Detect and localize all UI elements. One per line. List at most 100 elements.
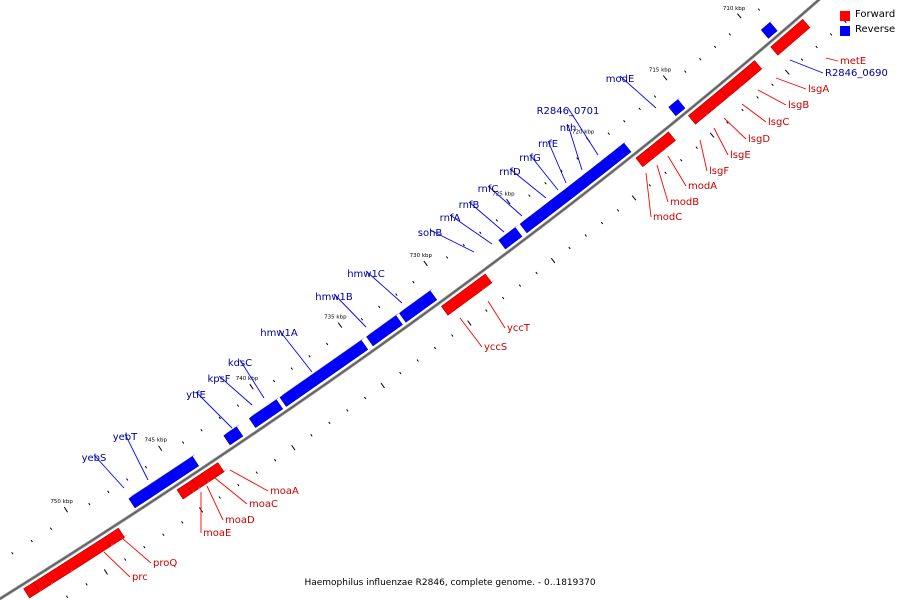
legend-forward-label: Forward	[855, 9, 896, 20]
gene-label-modA[interactable]: modA	[688, 181, 717, 192]
backbone-core	[0, 0, 820, 600]
tick-outer	[506, 198, 511, 205]
gene-label-yccS[interactable]: yccS	[484, 342, 507, 353]
leader-line-lsgD	[723, 117, 747, 140]
gene-label-rnfC[interactable]: rnfC	[478, 184, 499, 195]
tick-outer	[728, 33, 731, 36]
tick-outer	[126, 478, 129, 481]
gene-label-modB[interactable]: modB	[670, 197, 699, 208]
gene-label-lsgE[interactable]: lsgE	[730, 150, 751, 161]
gene-moaE[interactable]	[176, 483, 196, 500]
gene-modE[interactable]	[668, 96, 686, 117]
gene-label-lsgA[interactable]: lsgA	[808, 84, 829, 95]
gene-label-moaE[interactable]: moaE	[203, 528, 231, 539]
gene-label-moaC[interactable]: moaC	[249, 499, 278, 510]
gene-label-rnfE[interactable]: rnfE	[538, 139, 558, 150]
backbone-line	[0, 0, 821, 600]
tick-inner	[616, 209, 620, 212]
gene-label-lsgF[interactable]: lsgF	[709, 166, 729, 177]
gene-yccS[interactable]	[440, 281, 485, 316]
leader-line-rnfB	[468, 201, 505, 233]
tick-inner	[829, 33, 833, 36]
gene-label-R2846_0690[interactable]: R2846_0690	[825, 68, 888, 79]
gene-label-sohB[interactable]: sohB	[418, 228, 443, 239]
gene-body	[440, 281, 483, 316]
gene-hmw1A[interactable]	[279, 337, 369, 407]
tick-outer	[49, 527, 53, 530]
tick-inner	[741, 108, 744, 112]
gene-body	[760, 22, 778, 39]
gene-label-kdsC[interactable]: kdsC	[228, 358, 252, 369]
gene-yebS[interactable]	[128, 484, 153, 509]
tick-outer	[326, 342, 329, 346]
gene-label-yccT[interactable]: yccT	[507, 323, 531, 334]
gene-label-rnfA[interactable]: rnfA	[440, 213, 461, 224]
gene-label-modE[interactable]: modE	[606, 74, 635, 85]
gene-label-lsgD[interactable]: lsgD	[748, 134, 770, 145]
gene-kpsF[interactable]	[248, 403, 275, 428]
gene-label-kpsF[interactable]: kpsF	[207, 374, 230, 385]
leader-line-lsgB	[757, 89, 787, 106]
gene-label-moaA[interactable]: moaA	[270, 486, 299, 497]
gene-ytfE[interactable]	[223, 424, 244, 446]
tick-outer	[423, 260, 428, 267]
gene-label-rnfG[interactable]: rnfG	[519, 153, 541, 164]
gene-label-modC[interactable]: modC	[653, 212, 682, 223]
leader-line-moaC	[214, 477, 248, 505]
gene-label-yebT[interactable]: yebT	[113, 432, 138, 443]
tick-inner	[380, 382, 385, 389]
gene-body	[128, 487, 153, 509]
tick-outer	[662, 75, 668, 81]
tick-inner	[771, 83, 774, 87]
gene-label-hmw1C[interactable]: hmw1C	[347, 269, 385, 280]
gene-label-lsgB[interactable]: lsgB	[788, 100, 809, 111]
leader-line-lsgE	[713, 127, 729, 156]
gene-sohB[interactable]	[498, 224, 523, 250]
gene-label-R2846_0701[interactable]: R2846_0701	[537, 106, 600, 117]
tick-inner	[600, 221, 604, 225]
gene-body	[519, 216, 538, 234]
tick-outer	[158, 445, 163, 451]
tick-outer	[308, 355, 311, 358]
gene-hmw1C[interactable]	[399, 287, 438, 323]
tick-inner	[709, 132, 715, 138]
tick-inner	[181, 521, 184, 524]
gene-body	[248, 405, 275, 428]
gene-label-hmw1A[interactable]: hmw1A	[260, 328, 298, 339]
tick-inner	[399, 371, 402, 375]
gene-modC[interactable]	[635, 148, 657, 168]
tick-outer	[638, 107, 641, 111]
gene-lsgF[interactable]	[688, 106, 710, 125]
tick-inner	[218, 496, 221, 499]
gene-label-ytfE[interactable]: ytfE	[186, 390, 206, 401]
gene-label-prc[interactable]: prc	[132, 572, 148, 583]
gene-label-rnfB[interactable]: rnfB	[459, 200, 480, 211]
tick-label: 745 kbp	[145, 438, 168, 444]
legend-forward-swatch	[840, 11, 850, 21]
tick-inner	[328, 421, 331, 425]
leader-line-hmw1A	[278, 329, 313, 373]
tick-inner	[784, 69, 790, 75]
gene-label-hmw1B[interactable]: hmw1B	[315, 292, 353, 303]
gene-metE[interactable]	[770, 18, 813, 56]
leader-line-ytfE	[195, 391, 233, 429]
gene-label-metE[interactable]: metE	[840, 56, 866, 67]
gene-label-moaD[interactable]: moaD	[225, 515, 255, 526]
gene-label-lsgC[interactable]: lsgC	[768, 117, 789, 128]
gene-label-yebS[interactable]: yebS	[82, 453, 107, 464]
tick-outer	[360, 317, 364, 321]
tick-inner	[800, 58, 804, 61]
tick-outer	[378, 305, 381, 309]
tick-inner	[255, 471, 258, 474]
gene-unnamed[interactable]	[23, 582, 43, 599]
gene-label-nth[interactable]: nth	[560, 123, 577, 134]
leader-line-kpsF	[218, 375, 253, 406]
gene-rnfA[interactable]	[519, 213, 538, 234]
tick-outer	[479, 231, 482, 235]
leader-line-rnfG	[529, 154, 559, 191]
gene-hmw1B[interactable]	[366, 312, 403, 347]
leader-line-rnfA	[449, 214, 493, 245]
gene-R2846_0690[interactable]	[760, 19, 778, 39]
gene-label-proQ[interactable]: proQ	[153, 558, 177, 569]
gene-label-rnfD[interactable]: rnfD	[499, 167, 521, 178]
